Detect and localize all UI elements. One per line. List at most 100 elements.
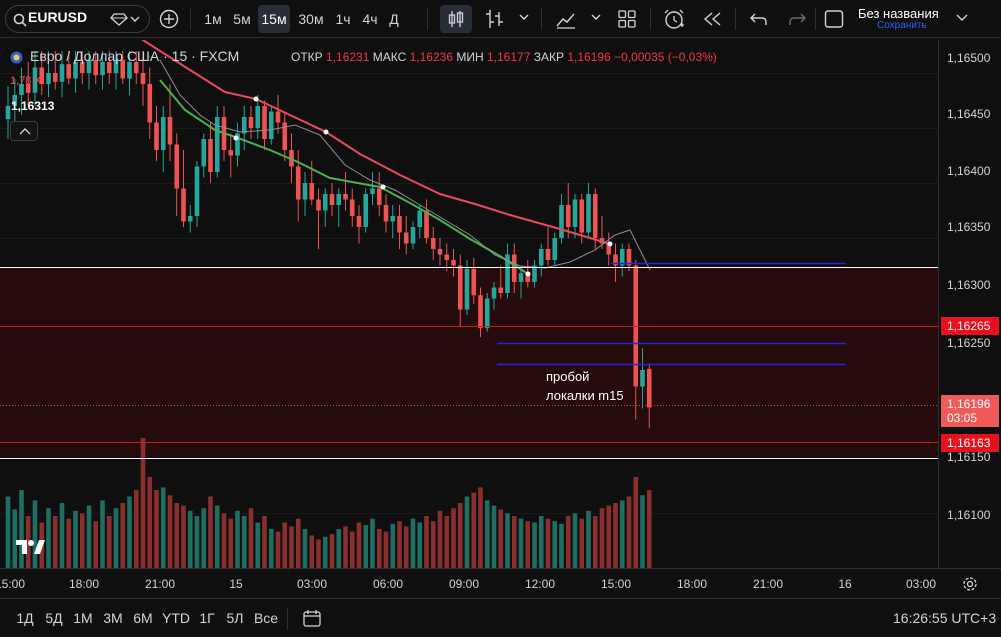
range-5y[interactable]: 5Л — [226, 610, 244, 626]
symbol-name[interactable]: EURUSD — [28, 9, 88, 25]
volume-bar — [633, 477, 639, 568]
volume-bar — [505, 513, 510, 568]
candle-body — [498, 287, 504, 293]
diamond-icon[interactable] — [110, 12, 128, 26]
candle-body — [167, 117, 173, 145]
indicators-icon[interactable] — [555, 8, 577, 30]
alert-clock-icon[interactable] — [662, 7, 686, 31]
moving-average-line — [159, 59, 651, 271]
chevron-down-icon[interactable] — [130, 16, 140, 24]
price-tag-upper: 1,16265 — [941, 317, 999, 335]
interval-30m[interactable]: 30м — [298, 11, 324, 27]
search-icon — [13, 13, 27, 27]
current-price: 1,16196 — [947, 397, 991, 411]
volume-bar — [147, 477, 153, 568]
candle-body — [525, 273, 531, 282]
layout-box-icon[interactable] — [824, 9, 844, 29]
volume-bar — [525, 521, 531, 568]
range-1d[interactable]: 1Д — [16, 610, 34, 626]
symbol-title[interactable]: Евро / Доллар США · 15 · FXCM — [30, 48, 240, 64]
compare-add-icon[interactable] — [159, 9, 179, 29]
candle-body — [356, 216, 362, 227]
ohlc-values: ОТКР 1,16231 МАКС 1,16236 МИН 1,16177 ЗА… — [291, 50, 717, 64]
trend-points — [233, 96, 613, 277]
volume-bar — [194, 516, 200, 568]
volume-bar — [491, 505, 497, 568]
interval-5m[interactable]: 5м — [233, 11, 251, 27]
price-axis[interactable]: 1,16500 1,16450 1,16400 1,16350 1,16300 … — [938, 40, 1001, 568]
chart-pane[interactable]: пробой локалки m15 — [0, 40, 938, 568]
high-value: 1,16236 — [409, 50, 454, 64]
layouts-grid-icon[interactable] — [617, 9, 637, 29]
tradingview-logo — [16, 540, 45, 554]
time-tick: 21:00 — [752, 577, 784, 591]
candle-body — [46, 73, 51, 84]
volume-bar — [613, 503, 618, 568]
bars-chart-icon[interactable] — [484, 8, 506, 30]
volume-bar — [336, 529, 342, 568]
candle-body — [181, 188, 186, 222]
candle-body — [194, 166, 200, 216]
interval-1d[interactable]: Д — [389, 11, 399, 27]
close-value: 1,16196 — [567, 50, 611, 64]
volume-bar — [181, 505, 186, 568]
candle-body — [430, 238, 436, 249]
clock-timezone[interactable]: 16:26:55 UTC+3 — [893, 610, 997, 626]
candle-body — [248, 117, 254, 128]
range-all[interactable]: Все — [253, 610, 279, 626]
volume-bar — [552, 521, 558, 568]
interval-1m[interactable]: 1м — [204, 11, 222, 27]
change-value: −0,00035 (−0,03%) — [614, 50, 717, 64]
candle-body — [613, 254, 618, 266]
layout-save-link[interactable]: Сохранить — [877, 20, 927, 31]
chevron-down-icon[interactable] — [956, 14, 968, 22]
bottom-toolbar: 1Д 5Д 1М 3М 6М YTD 1Г 5Л Все 16:26:55 UT… — [0, 598, 1001, 637]
calendar-icon[interactable] — [302, 608, 322, 628]
replay-rewind-icon[interactable] — [702, 10, 722, 28]
symbol-search-box[interactable] — [5, 5, 150, 33]
candle-body — [397, 216, 402, 233]
candle-body — [579, 199, 585, 233]
candles-chart-type-button[interactable] — [440, 5, 472, 33]
candle-body — [127, 62, 132, 79]
candlestick-icon — [448, 11, 464, 27]
trend-point — [380, 184, 386, 190]
volume-bar — [120, 503, 126, 568]
candle-body — [322, 194, 328, 211]
chevron-down-icon[interactable] — [519, 14, 529, 22]
volume-bar — [356, 522, 362, 568]
divider — [650, 8, 651, 30]
divider — [815, 8, 816, 30]
volume-bar — [255, 522, 261, 568]
candle-body — [174, 144, 180, 189]
volume-bar — [444, 516, 450, 568]
collapse-legend-button[interactable] — [10, 121, 38, 141]
undo-icon[interactable] — [749, 10, 769, 28]
candle-body — [538, 249, 544, 266]
chevron-down-icon[interactable] — [591, 14, 601, 22]
candle-body — [5, 106, 11, 120]
settings-gear-icon[interactable] — [962, 576, 978, 592]
volume-bar — [154, 490, 159, 568]
interval-1h[interactable]: 1ч — [335, 11, 351, 27]
range-3m[interactable]: 3М — [103, 610, 123, 626]
range-5d[interactable]: 5Д — [45, 610, 63, 626]
range-ytd[interactable]: YTD — [162, 610, 190, 626]
range-1m[interactable]: 1М — [73, 610, 93, 626]
price-tick: 1,16250 — [947, 336, 991, 350]
range-6m[interactable]: 6М — [133, 610, 153, 626]
candle-body — [417, 210, 423, 227]
candle-body — [228, 150, 234, 156]
candle-body — [390, 216, 396, 222]
indicator-value: 1,16313 — [11, 99, 55, 113]
range-1y[interactable]: 1Г — [199, 610, 215, 626]
price-tick: 1,16500 — [947, 51, 991, 65]
time-axis[interactable]: 15:00 18:00 21:00 15 03:00 06:00 09:00 1… — [0, 568, 1001, 598]
candle-body — [329, 194, 335, 205]
interval-15m[interactable]: 15м — [258, 5, 290, 33]
interval-4h[interactable]: 4ч — [362, 11, 378, 27]
layout-name[interactable]: Без названия — [858, 6, 939, 21]
volume-bar — [457, 503, 463, 568]
candle-body — [383, 205, 389, 222]
redo-icon[interactable] — [787, 10, 807, 28]
